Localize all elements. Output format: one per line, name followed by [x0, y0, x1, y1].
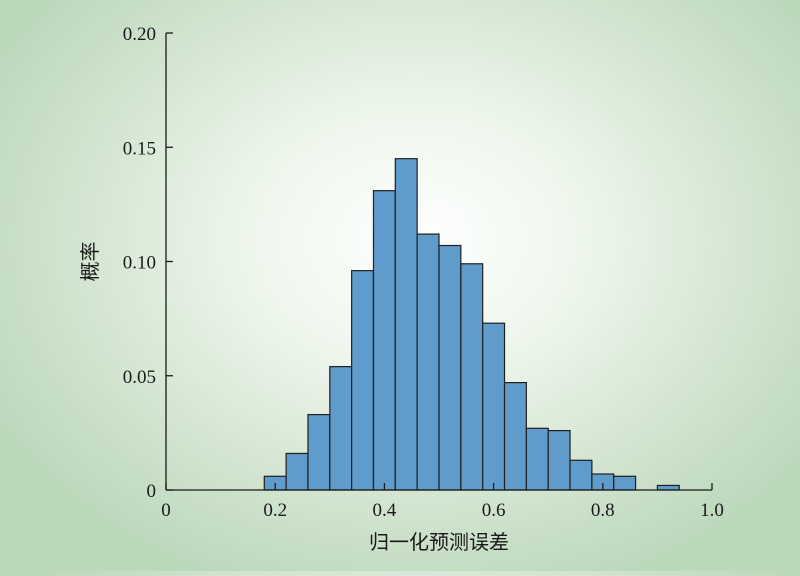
histogram-bar	[656, 484, 680, 491]
y-tick-label: 0	[147, 481, 157, 502]
bars-layer	[263, 158, 680, 491]
histogram-bar	[569, 459, 593, 491]
histogram-bar	[285, 452, 309, 491]
histogram-bar	[307, 413, 331, 491]
x-tick-label: 0.8	[591, 500, 615, 521]
histogram-bar	[525, 427, 549, 491]
histogram-bar	[438, 244, 462, 491]
y-tick-label: 0.10	[123, 253, 156, 274]
x-tick-label: 0.6	[482, 500, 506, 521]
histogram-bar	[372, 190, 396, 491]
histogram-bar	[416, 233, 440, 491]
x-axis-label: 归一化预测误差	[369, 531, 509, 554]
y-tick-label: 0.20	[123, 24, 156, 45]
x-tick-label: 0	[161, 500, 171, 521]
histogram-bar	[547, 429, 571, 491]
histogram-bar	[329, 366, 353, 491]
histogram-bar	[482, 322, 506, 491]
histogram-bar	[394, 158, 418, 491]
x-tick-label: 0.4	[373, 500, 397, 521]
histogram-bar	[503, 382, 527, 491]
y-tick-label: 0.05	[123, 367, 156, 388]
y-tick-label: 0.15	[123, 138, 156, 159]
histogram-bar	[613, 475, 637, 491]
x-tick-label: 0.2	[263, 500, 287, 521]
histogram-bar	[460, 263, 484, 491]
ticks-layer: 0 0.05 0.10 0.15 0.20 0 0.2 0.4 0.6 0.8 1.0	[123, 24, 724, 521]
x-tick-label: 1.0	[700, 500, 724, 521]
histogram-bar	[351, 270, 375, 491]
y-axis-label: 概率	[79, 242, 102, 282]
